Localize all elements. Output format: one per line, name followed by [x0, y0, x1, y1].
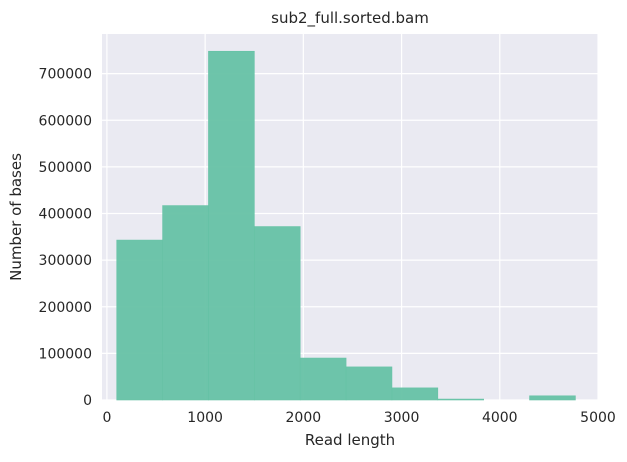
histogram-bar [162, 205, 209, 401]
x-tick-label: 2000 [286, 410, 322, 426]
histogram-bar [208, 50, 255, 401]
x-axis-label: Read length [305, 431, 395, 449]
histogram-bar [254, 226, 301, 401]
y-axis-label: Number of bases [7, 153, 25, 281]
y-tick-label: 300000 [39, 253, 92, 269]
x-tick-label: 3000 [384, 410, 420, 426]
y-tick-labels: 0 100000 200000 300000 400000 500000 600000 700… [39, 67, 92, 409]
x-tick-label: 0 [102, 410, 111, 426]
histogram-bar [391, 387, 439, 401]
x-tick-label: 4000 [482, 410, 518, 426]
x-tick-label: 1000 [187, 410, 223, 426]
y-tick-label: 400000 [39, 207, 92, 223]
y-tick-label: 0 [83, 393, 92, 409]
y-tick-label: 600000 [39, 113, 92, 129]
x-tick-label: 5000 [580, 410, 616, 426]
chart-title: sub2_full.sorted.bam [271, 9, 429, 28]
histogram-bars [116, 50, 576, 401]
y-tick-label: 100000 [39, 346, 92, 362]
histogram-bar [299, 357, 347, 401]
histogram-bar [437, 398, 484, 401]
y-tick-label: 200000 [39, 300, 92, 316]
histogram-bar [345, 366, 393, 401]
x-tick-labels: 0 1000 2000 3000 4000 5000 [102, 410, 615, 426]
histogram-bar [116, 239, 163, 401]
y-tick-label: 700000 [39, 67, 92, 83]
y-tick-label: 500000 [39, 160, 92, 176]
histogram-bar [529, 395, 576, 401]
